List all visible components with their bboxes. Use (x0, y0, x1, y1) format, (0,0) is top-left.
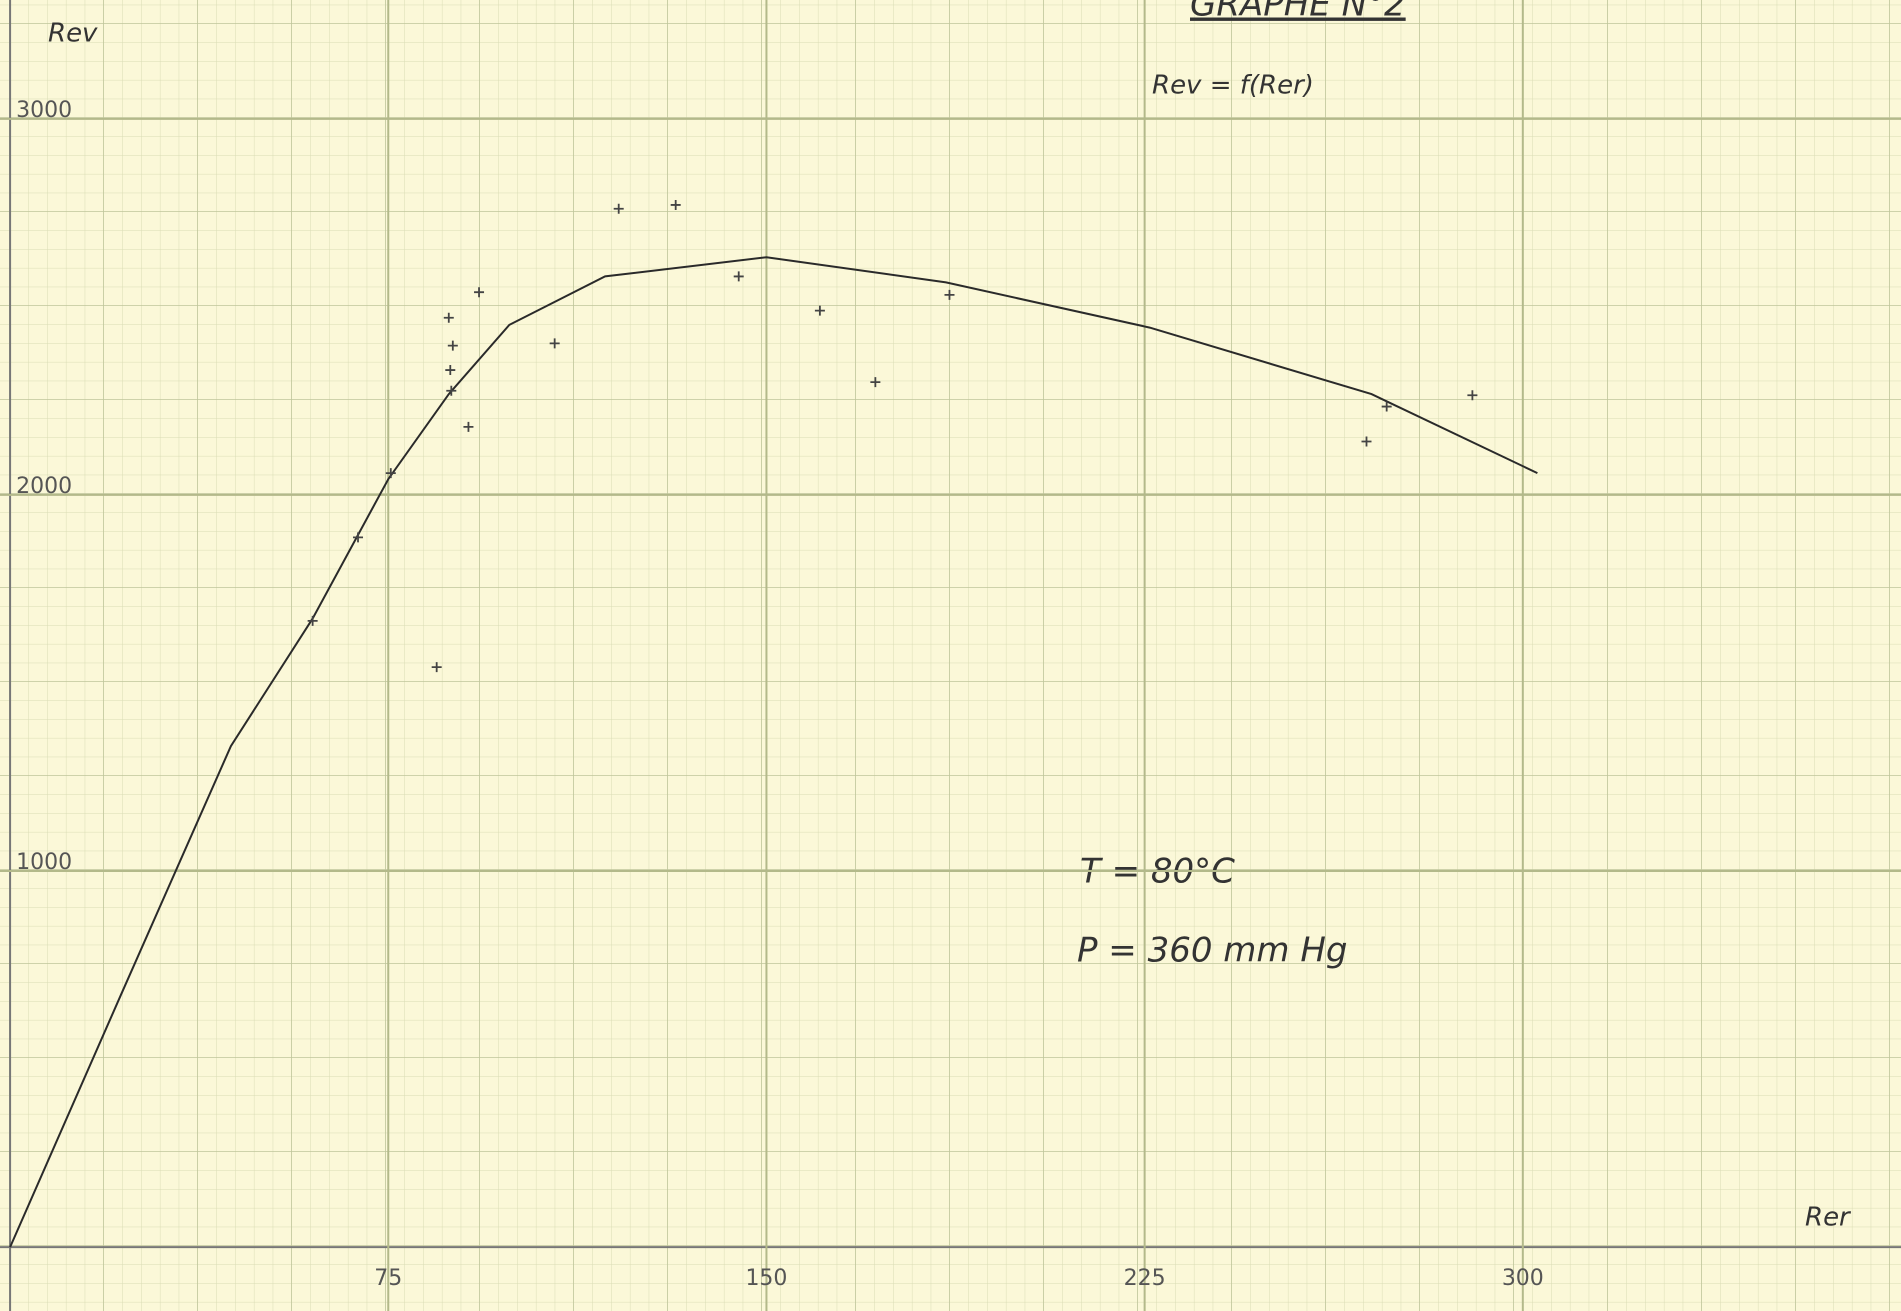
annotation: P = 360 mm Hg (1077, 931, 1348, 971)
x-tick-label: 75 (374, 1266, 402, 1291)
x-axis-label: Rer (1805, 1203, 1852, 1233)
data-point (447, 340, 458, 351)
data-point (814, 305, 825, 316)
data-point (431, 662, 442, 673)
x-tick-label: 300 (1502, 1266, 1544, 1291)
data-point (307, 615, 318, 626)
data-point (944, 289, 955, 300)
x-tick-label: 225 (1124, 1266, 1166, 1291)
y-axis-label: Rev (48, 19, 98, 49)
data-point (446, 385, 457, 396)
chart-subtitle: Rev = f(Rer) (1152, 71, 1314, 101)
data-point (353, 532, 364, 543)
data-point (463, 421, 474, 432)
chart-title: GRAPHE N°2 (1190, 0, 1406, 25)
data-point (1361, 436, 1372, 447)
data-point (733, 271, 744, 282)
data-point (1467, 390, 1478, 401)
data-point (445, 365, 456, 376)
y-tick-label: 1000 (16, 850, 72, 875)
data-point (613, 203, 624, 214)
data-point (443, 312, 454, 323)
x-tick-label: 150 (745, 1266, 787, 1291)
data-point (870, 377, 881, 388)
data-point (474, 287, 485, 298)
data-point (385, 468, 396, 479)
y-tick-label: 3000 (16, 98, 72, 123)
data-point (549, 338, 560, 349)
y-tick-label: 2000 (16, 474, 72, 499)
fitted-curve (9, 256, 1538, 1248)
data-point (670, 199, 681, 210)
data-point (1381, 401, 1392, 412)
